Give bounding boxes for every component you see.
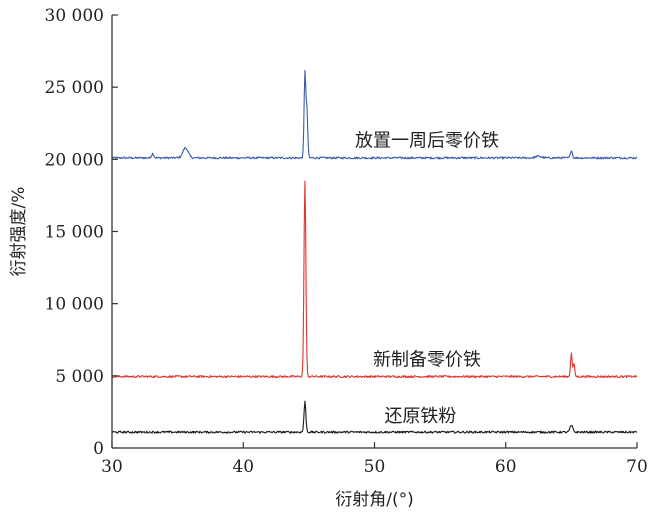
axes-layer [111,15,637,449]
series-label-1: 新制备零价铁 [373,350,481,371]
x-tick-label: 60 [495,457,517,477]
series-line-1 [111,180,638,379]
y-tick-label: 0 [93,439,104,459]
series-line-0 [111,69,638,160]
y-tick-label: 30 000 [45,6,104,26]
y-tick-label: 15 000 [45,223,104,243]
y-tick-label: 5 000 [55,367,104,387]
ticks-layer: 0 5 000 10 000 15 000 20 000 25 000 30 000 30 40… [45,6,648,477]
y-axis-title: 衍射强度/% [9,187,29,277]
x-tick-label: 70 [626,457,648,477]
y-tick-label: 10 000 [45,295,104,315]
series-label-0: 放置一周后零价铁 [355,130,499,151]
x-tick-label: 40 [232,457,254,477]
x-axis-title: 衍射角/(°) [335,490,414,510]
y-tick-label: 25 000 [45,78,104,98]
x-tick-label: 30 [101,457,123,477]
series-layer [111,69,638,434]
y-tick-label: 20 000 [45,150,104,170]
x-tick-label: 50 [364,457,386,477]
series-label-2: 还原铁粉 [384,406,456,427]
series-line-2 [111,400,638,434]
